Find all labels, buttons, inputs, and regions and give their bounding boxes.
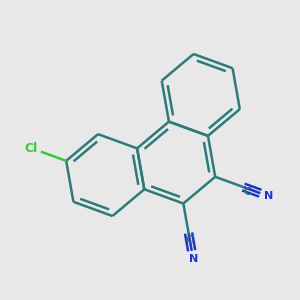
Text: C: C [185,236,194,245]
Text: C: C [244,187,252,196]
Text: N: N [188,254,198,264]
Text: N: N [264,191,273,201]
Text: Cl: Cl [24,142,38,154]
